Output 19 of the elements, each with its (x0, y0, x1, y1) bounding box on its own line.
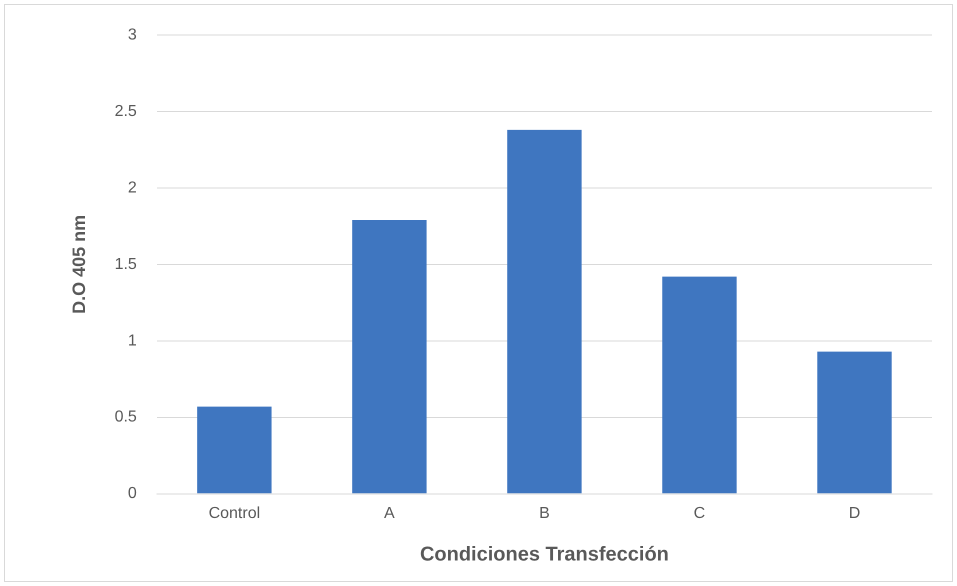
bar (507, 130, 582, 494)
x-tick-label: A (384, 504, 396, 522)
x-tick-label: Control (208, 504, 260, 522)
y-tick-label: 0.5 (114, 408, 137, 426)
y-tick-label: 1 (128, 332, 137, 350)
y-tick-label: 2 (128, 179, 137, 196)
bar (817, 352, 892, 494)
y-tick-label: 3 (128, 26, 137, 44)
y-tick-label: 2.5 (114, 102, 137, 120)
y-tick-label: 0 (128, 485, 137, 502)
x-tick-label: C (694, 504, 706, 522)
y-axis-title: D.O 405 nm (68, 214, 89, 314)
y-tick-label: 1.5 (114, 256, 137, 273)
x-axis-title: Condiciones Transfección (420, 544, 669, 566)
bar (352, 220, 427, 494)
bar (197, 406, 272, 494)
bar (662, 276, 737, 494)
x-tick-label: B (539, 504, 550, 522)
x-tick-label: D (848, 504, 860, 522)
